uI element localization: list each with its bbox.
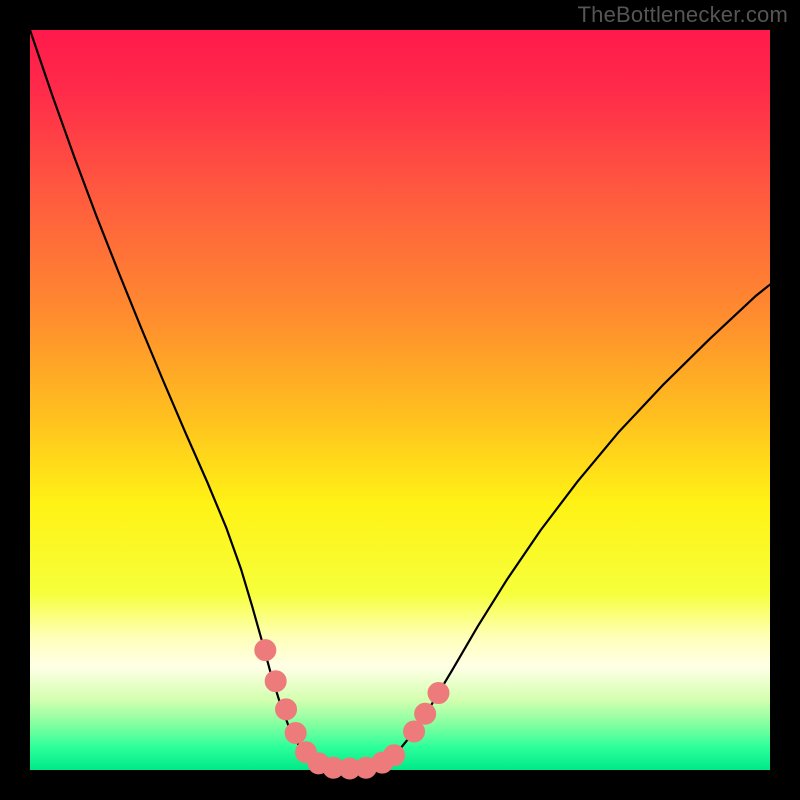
highlight-marker	[265, 671, 286, 692]
highlight-marker	[255, 640, 276, 661]
highlight-marker	[415, 703, 436, 724]
highlight-marker	[285, 723, 306, 744]
highlight-marker	[276, 699, 297, 720]
bottleneck-chart	[0, 0, 800, 800]
gradient-panel	[30, 30, 770, 770]
highlight-marker	[428, 683, 449, 704]
watermark-text: TheBottlenecker.com	[578, 2, 788, 28]
highlight-marker	[404, 721, 425, 742]
highlight-marker	[384, 745, 405, 766]
